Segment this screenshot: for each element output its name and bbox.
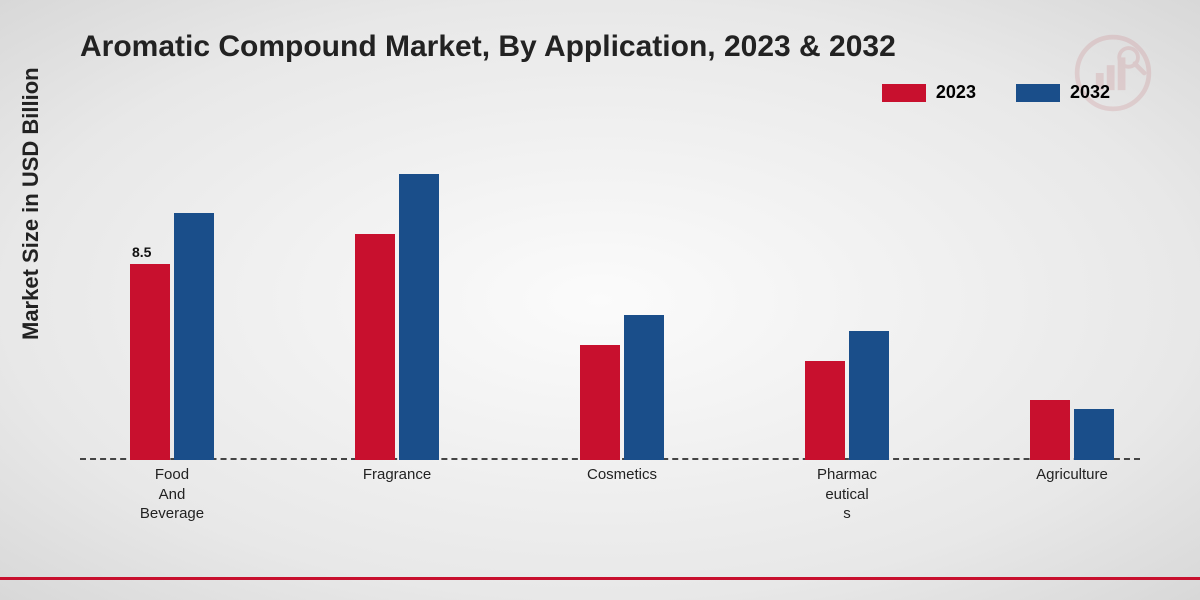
- footer-line: [0, 577, 1200, 580]
- bar-group: [1030, 400, 1114, 460]
- bar-2032: [1074, 409, 1114, 460]
- x-axis-category-label: FoodAndBeverage: [112, 465, 232, 524]
- chart-area: 8.5: [80, 150, 1140, 460]
- legend-swatch-2032: [1016, 84, 1060, 102]
- bar-2032: [174, 213, 214, 460]
- legend: 2023 2032: [882, 82, 1110, 103]
- x-axis-labels: FoodAndBeverage Fragrance Cosmetics Pharmac…: [80, 465, 1140, 545]
- y-axis-label: Market Size in USD Billion: [18, 67, 44, 340]
- bar-2023: [805, 361, 845, 460]
- bar-2023: [1030, 400, 1070, 460]
- x-axis-category-label: Fragrance: [337, 465, 457, 485]
- x-axis-category-label: Agriculture: [1012, 465, 1132, 485]
- legend-label-2023: 2023: [936, 82, 976, 103]
- bar-group: [805, 331, 889, 460]
- chart-title: Aromatic Compound Market, By Application…: [80, 30, 896, 64]
- legend-label-2032: 2032: [1070, 82, 1110, 103]
- legend-swatch-2023: [882, 84, 926, 102]
- bar-group: [580, 315, 664, 460]
- bar-2032: [624, 315, 664, 460]
- bar-2032: [399, 174, 439, 460]
- bar-2023: [130, 264, 170, 460]
- legend-item-2032: 2032: [1016, 82, 1110, 103]
- x-axis-category-label: Cosmetics: [562, 465, 682, 485]
- bar-value-label: 8.5: [132, 244, 151, 260]
- x-axis-category-label: Pharmaceuticals: [787, 465, 907, 524]
- bar-2023: [355, 234, 395, 460]
- bar-group: [355, 174, 439, 460]
- bar-2023: [580, 345, 620, 460]
- bar-2032: [849, 331, 889, 460]
- legend-item-2023: 2023: [882, 82, 976, 103]
